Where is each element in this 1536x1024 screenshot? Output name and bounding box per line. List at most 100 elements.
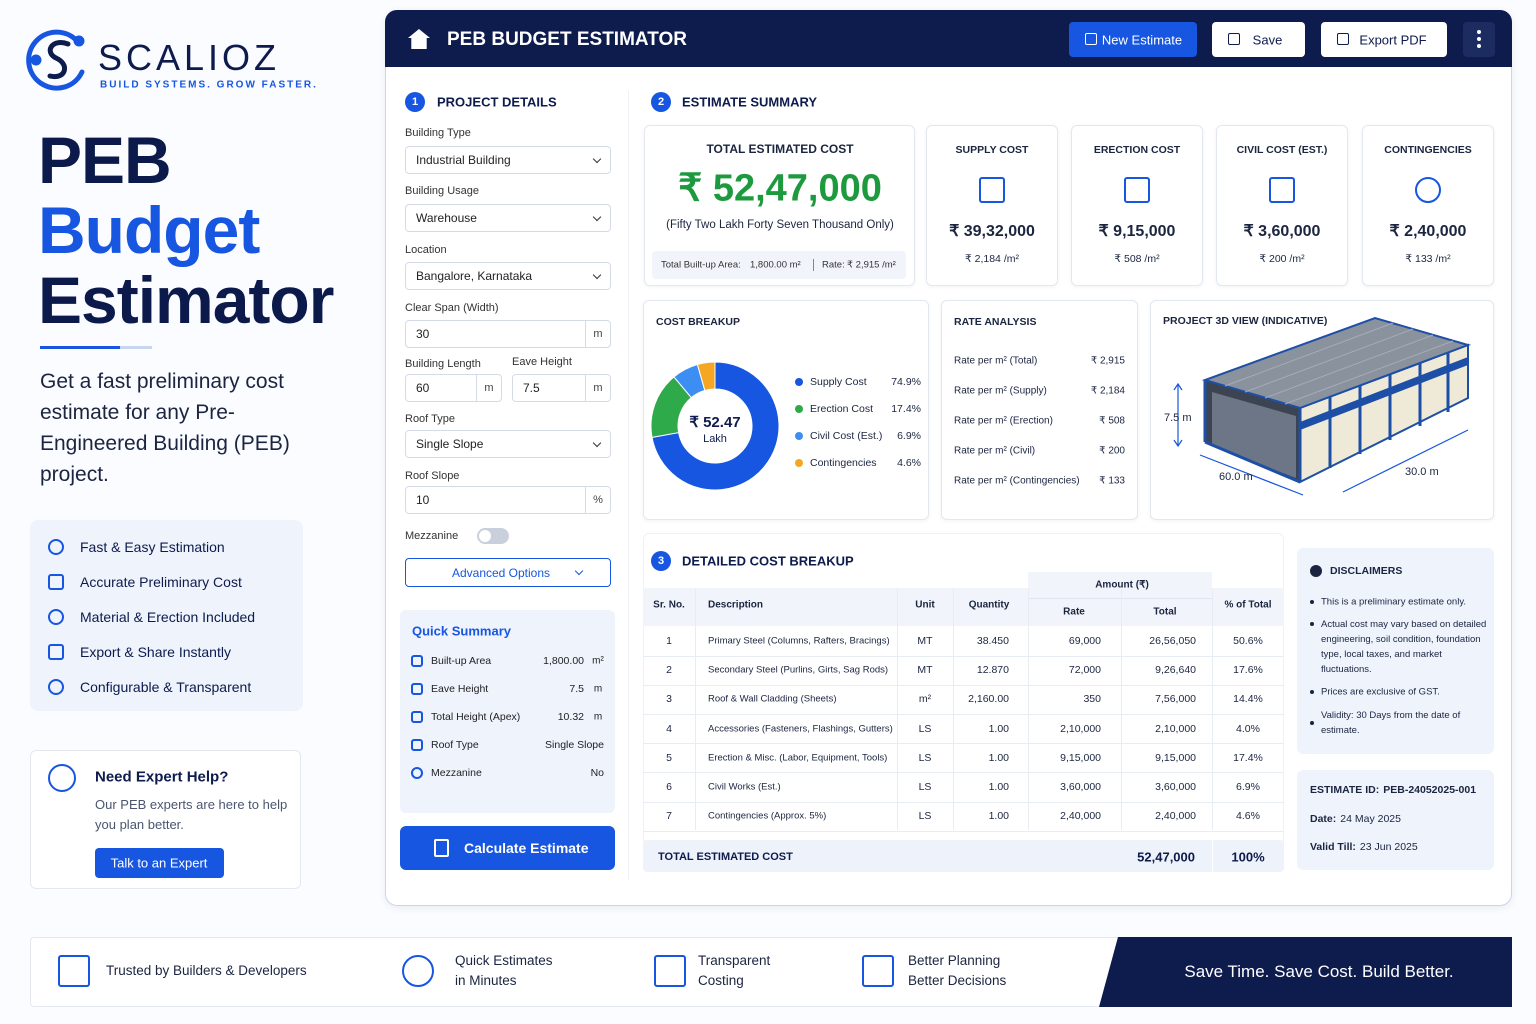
field-value[interactable]: 60 xyxy=(416,381,430,395)
hero-title-line: PEB xyxy=(38,123,172,197)
table-header-cell: Unit xyxy=(915,599,935,611)
table-cell: 4.6% xyxy=(1236,810,1260,823)
header-button[interactable] xyxy=(1321,22,1447,57)
table-cell: 2 xyxy=(666,664,672,677)
donut-segment xyxy=(696,361,716,392)
field-input[interactable] xyxy=(405,262,611,290)
section-title: ESTIMATE SUMMARY xyxy=(682,94,818,110)
info-label: Total Built-up Area: xyxy=(661,259,741,271)
table-cell: 5 xyxy=(666,751,672,764)
table-header-cell: Total xyxy=(1153,606,1177,618)
table-cell: 2,10,000 xyxy=(1060,722,1101,735)
icon xyxy=(411,767,423,779)
header-button-label[interactable]: Export PDF xyxy=(1359,32,1427,48)
icon xyxy=(1124,177,1150,203)
calculate-label[interactable]: Calculate Estimate xyxy=(464,840,589,856)
field-input[interactable] xyxy=(405,204,611,232)
field-value[interactable]: 10 xyxy=(416,493,430,507)
field-label: Eave Height xyxy=(512,356,572,368)
feature-item: Configurable & Transparent xyxy=(80,679,252,695)
column-line xyxy=(1028,588,1029,830)
field-input[interactable] xyxy=(405,374,502,402)
donut-center-unit: Lakh xyxy=(703,433,727,445)
rate-value: ₹ 2,184 xyxy=(1090,385,1125,397)
section-title: DETAILED COST BREAKUP xyxy=(682,553,854,569)
unit-divider xyxy=(476,375,477,401)
bullet xyxy=(1310,721,1314,725)
summary-value: 10.32 xyxy=(557,711,584,723)
card-amount: ₹ 9,15,000 xyxy=(1098,223,1176,240)
icon xyxy=(654,955,686,987)
field-value[interactable]: 30 xyxy=(416,327,430,341)
disclaimer-title: DISCLAIMERS xyxy=(1330,565,1403,577)
rate-value: ₹ 508 xyxy=(1099,415,1125,427)
table-cell: m² xyxy=(918,693,932,706)
field-value[interactable]: Warehouse xyxy=(416,211,477,225)
card-title: RATE ANALYSIS xyxy=(954,316,1037,328)
section-title: PROJECT DETAILS xyxy=(437,94,557,110)
summary-label: Mezzanine xyxy=(431,767,482,779)
toggle-knob xyxy=(479,530,491,542)
header-button[interactable] xyxy=(1212,22,1305,57)
table-cell: 72,000 xyxy=(1068,664,1101,677)
total-row xyxy=(643,840,1284,872)
step-number: 3 xyxy=(657,555,665,567)
summary-label: Eave Height xyxy=(431,683,489,695)
card-title: COST BREAKUP xyxy=(656,316,741,328)
icon xyxy=(48,539,64,555)
column-line xyxy=(695,588,696,830)
table-cell: 1 xyxy=(666,635,672,647)
field-value[interactable]: Bangalore, Karnataka xyxy=(416,269,533,283)
card-label: CONTINGENCIES xyxy=(1384,144,1472,156)
field-unit: % xyxy=(593,494,603,506)
icon xyxy=(979,177,1005,203)
total-divider xyxy=(1212,840,1213,872)
summary-value: No xyxy=(590,767,604,779)
title-underline-rest xyxy=(120,346,152,349)
field-value[interactable]: Single Slope xyxy=(416,437,484,451)
row-line xyxy=(643,743,1284,745)
field-unit: m xyxy=(484,382,494,394)
rate-label: Rate per m² (Contingencies) xyxy=(954,475,1080,487)
icon xyxy=(411,739,423,751)
header-button[interactable] xyxy=(1069,22,1197,57)
header-button-label[interactable]: Save xyxy=(1252,32,1283,48)
building-illustration xyxy=(1173,316,1472,496)
donut-center-value: ₹ 52.47 xyxy=(689,414,741,431)
header-button-label[interactable]: New Estimate xyxy=(1101,32,1183,48)
help-button-label[interactable]: Talk to an Expert xyxy=(110,855,208,871)
table-cell: 4.0% xyxy=(1236,722,1260,735)
card-rate: ₹ 2,184 /m² xyxy=(965,253,1019,265)
card-amount: ₹ 3,60,000 xyxy=(1243,223,1321,240)
table-cell: 9,26,640 xyxy=(1155,664,1196,677)
icon xyxy=(48,574,64,590)
brand-tagline: BUILD SYSTEMS. GROW FASTER. xyxy=(100,79,318,91)
total-amount: ₹ 52,47,000 xyxy=(678,167,882,210)
table-cell: 2,40,000 xyxy=(1060,810,1101,823)
rate-label: Rate per m² (Erection) xyxy=(954,415,1053,427)
field-value[interactable]: Industrial Building xyxy=(416,153,511,167)
donut-chart xyxy=(650,361,780,491)
card-amount: ₹ 2,40,000 xyxy=(1389,223,1467,240)
table-cell: 38.450 xyxy=(976,635,1009,647)
disclaimer-item: Validity: 30 Days from the date of estim… xyxy=(1321,710,1461,736)
field-input[interactable] xyxy=(405,146,611,174)
estimate-label: Valid Till: xyxy=(1310,841,1356,853)
app-title: PEB BUDGET ESTIMATOR xyxy=(447,29,687,50)
advanced-button[interactable] xyxy=(405,558,611,587)
card xyxy=(1362,125,1494,286)
table-cell: 17.4% xyxy=(1233,751,1263,764)
home-icon xyxy=(408,29,430,49)
amount-divider xyxy=(1028,598,1212,599)
field-value[interactable]: 7.5 xyxy=(523,381,540,395)
help-button[interactable] xyxy=(95,848,224,878)
field-input[interactable] xyxy=(405,320,611,348)
dimension-label: 30.0 m xyxy=(1405,466,1439,478)
field-input[interactable] xyxy=(405,430,611,458)
field-label: Roof Type xyxy=(405,413,455,425)
advanced-label[interactable]: Advanced Options xyxy=(451,566,551,580)
field-input[interactable] xyxy=(512,374,611,402)
field-input[interactable] xyxy=(405,486,611,514)
summary-label: Roof Type xyxy=(431,739,479,751)
